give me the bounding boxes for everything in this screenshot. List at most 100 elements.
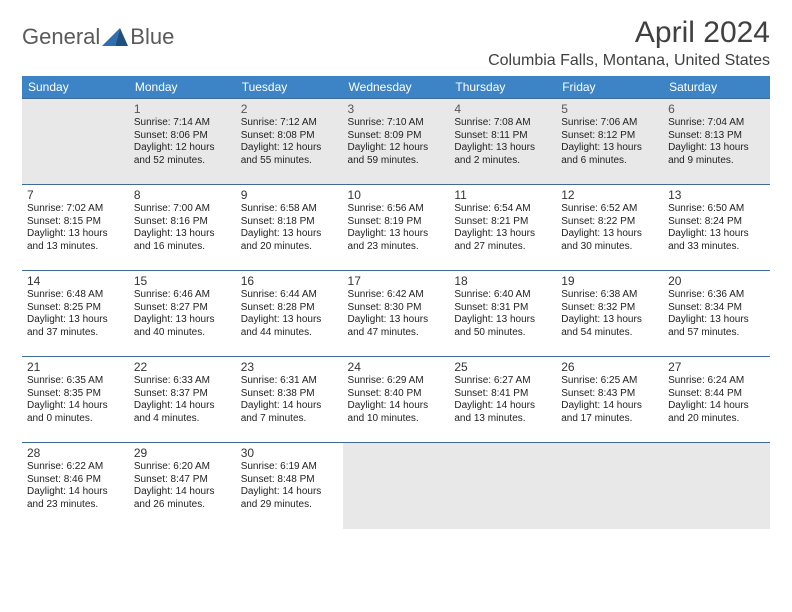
- calendar-cell: 18Sunrise: 6:40 AMSunset: 8:31 PMDayligh…: [449, 271, 556, 357]
- sunset-text: Sunset: 8:22 PM: [561, 216, 658, 229]
- daylight-text: Daylight: 14 hours and 17 minutes.: [561, 400, 658, 425]
- day-number: 1: [134, 102, 231, 116]
- daylight-text: Daylight: 14 hours and 10 minutes.: [348, 400, 445, 425]
- day-number: 29: [134, 446, 231, 460]
- sunset-text: Sunset: 8:25 PM: [27, 302, 124, 315]
- calendar-cell: 6Sunrise: 7:04 AMSunset: 8:13 PMDaylight…: [663, 99, 770, 185]
- sunrise-text: Sunrise: 6:35 AM: [27, 375, 124, 388]
- daylight-text: Daylight: 14 hours and 23 minutes.: [27, 486, 124, 511]
- sunset-text: Sunset: 8:30 PM: [348, 302, 445, 315]
- sunrise-text: Sunrise: 6:40 AM: [454, 289, 551, 302]
- daylight-text: Daylight: 13 hours and 27 minutes.: [454, 228, 551, 253]
- sunset-text: Sunset: 8:15 PM: [27, 216, 124, 229]
- weekday-header: Saturday: [663, 76, 770, 99]
- sunset-text: Sunset: 8:37 PM: [134, 388, 231, 401]
- day-details: Sunrise: 6:35 AMSunset: 8:35 PMDaylight:…: [27, 375, 124, 425]
- sunset-text: Sunset: 8:27 PM: [134, 302, 231, 315]
- day-number: 6: [668, 102, 765, 116]
- calendar-cell: 12Sunrise: 6:52 AMSunset: 8:22 PMDayligh…: [556, 185, 663, 271]
- weekday-header: Wednesday: [343, 76, 450, 99]
- daylight-text: Daylight: 13 hours and 30 minutes.: [561, 228, 658, 253]
- day-details: Sunrise: 6:42 AMSunset: 8:30 PMDaylight:…: [348, 289, 445, 339]
- sunrise-text: Sunrise: 6:24 AM: [668, 375, 765, 388]
- sunrise-text: Sunrise: 6:58 AM: [241, 203, 338, 216]
- day-details: Sunrise: 7:12 AMSunset: 8:08 PMDaylight:…: [241, 117, 338, 167]
- day-details: Sunrise: 6:24 AMSunset: 8:44 PMDaylight:…: [668, 375, 765, 425]
- calendar-cell: 9Sunrise: 6:58 AMSunset: 8:18 PMDaylight…: [236, 185, 343, 271]
- calendar-cell: 16Sunrise: 6:44 AMSunset: 8:28 PMDayligh…: [236, 271, 343, 357]
- calendar-cell: 26Sunrise: 6:25 AMSunset: 8:43 PMDayligh…: [556, 357, 663, 443]
- daylight-text: Daylight: 13 hours and 13 minutes.: [27, 228, 124, 253]
- daylight-text: Daylight: 13 hours and 57 minutes.: [668, 314, 765, 339]
- sunset-text: Sunset: 8:32 PM: [561, 302, 658, 315]
- sunset-text: Sunset: 8:12 PM: [561, 130, 658, 143]
- calendar-cell: 21Sunrise: 6:35 AMSunset: 8:35 PMDayligh…: [22, 357, 129, 443]
- day-details: Sunrise: 6:52 AMSunset: 8:22 PMDaylight:…: [561, 203, 658, 253]
- sunrise-text: Sunrise: 7:12 AM: [241, 117, 338, 130]
- calendar-cell: 29Sunrise: 6:20 AMSunset: 8:47 PMDayligh…: [129, 443, 236, 529]
- day-details: Sunrise: 6:54 AMSunset: 8:21 PMDaylight:…: [454, 203, 551, 253]
- calendar-cell: 1Sunrise: 7:14 AMSunset: 8:06 PMDaylight…: [129, 99, 236, 185]
- daylight-text: Daylight: 13 hours and 2 minutes.: [454, 142, 551, 167]
- calendar-cell: 3Sunrise: 7:10 AMSunset: 8:09 PMDaylight…: [343, 99, 450, 185]
- sunrise-text: Sunrise: 7:02 AM: [27, 203, 124, 216]
- sunrise-text: Sunrise: 6:33 AM: [134, 375, 231, 388]
- sunset-text: Sunset: 8:24 PM: [668, 216, 765, 229]
- day-number: 10: [348, 188, 445, 202]
- calendar-cell: 14Sunrise: 6:48 AMSunset: 8:25 PMDayligh…: [22, 271, 129, 357]
- day-details: Sunrise: 6:40 AMSunset: 8:31 PMDaylight:…: [454, 289, 551, 339]
- sunrise-text: Sunrise: 6:48 AM: [27, 289, 124, 302]
- sunset-text: Sunset: 8:31 PM: [454, 302, 551, 315]
- sunrise-text: Sunrise: 7:04 AM: [668, 117, 765, 130]
- daylight-text: Daylight: 14 hours and 4 minutes.: [134, 400, 231, 425]
- day-number: 19: [561, 274, 658, 288]
- day-details: Sunrise: 6:31 AMSunset: 8:38 PMDaylight:…: [241, 375, 338, 425]
- calendar-cell: 13Sunrise: 6:50 AMSunset: 8:24 PMDayligh…: [663, 185, 770, 271]
- daylight-text: Daylight: 13 hours and 40 minutes.: [134, 314, 231, 339]
- sunset-text: Sunset: 8:09 PM: [348, 130, 445, 143]
- day-details: Sunrise: 6:27 AMSunset: 8:41 PMDaylight:…: [454, 375, 551, 425]
- day-number: 14: [27, 274, 124, 288]
- day-number: 21: [27, 360, 124, 374]
- weekday-header: Friday: [556, 76, 663, 99]
- day-details: Sunrise: 7:10 AMSunset: 8:09 PMDaylight:…: [348, 117, 445, 167]
- calendar-cell: 25Sunrise: 6:27 AMSunset: 8:41 PMDayligh…: [449, 357, 556, 443]
- day-number: 5: [561, 102, 658, 116]
- sunrise-text: Sunrise: 6:19 AM: [241, 461, 338, 474]
- daylight-text: Daylight: 13 hours and 33 minutes.: [668, 228, 765, 253]
- day-number: 26: [561, 360, 658, 374]
- day-details: Sunrise: 7:08 AMSunset: 8:11 PMDaylight:…: [454, 117, 551, 167]
- weekday-header: Tuesday: [236, 76, 343, 99]
- weekday-header: Thursday: [449, 76, 556, 99]
- day-number: 16: [241, 274, 338, 288]
- brand-name-b: Blue: [130, 24, 174, 50]
- daylight-text: Daylight: 13 hours and 23 minutes.: [348, 228, 445, 253]
- sunrise-text: Sunrise: 6:54 AM: [454, 203, 551, 216]
- calendar-cell: 17Sunrise: 6:42 AMSunset: 8:30 PMDayligh…: [343, 271, 450, 357]
- calendar-cell: 2Sunrise: 7:12 AMSunset: 8:08 PMDaylight…: [236, 99, 343, 185]
- brand-logo: General Blue: [22, 16, 174, 50]
- day-number: 15: [134, 274, 231, 288]
- sunset-text: Sunset: 8:13 PM: [668, 130, 765, 143]
- day-details: Sunrise: 7:04 AMSunset: 8:13 PMDaylight:…: [668, 117, 765, 167]
- day-details: Sunrise: 6:19 AMSunset: 8:48 PMDaylight:…: [241, 461, 338, 511]
- sunset-text: Sunset: 8:18 PM: [241, 216, 338, 229]
- sunrise-text: Sunrise: 6:44 AM: [241, 289, 338, 302]
- calendar-cell: [22, 99, 129, 185]
- day-number: 2: [241, 102, 338, 116]
- sunrise-text: Sunrise: 6:31 AM: [241, 375, 338, 388]
- sunrise-text: Sunrise: 6:36 AM: [668, 289, 765, 302]
- daylight-text: Daylight: 14 hours and 26 minutes.: [134, 486, 231, 511]
- day-number: 28: [27, 446, 124, 460]
- day-number: 8: [134, 188, 231, 202]
- daylight-text: Daylight: 12 hours and 52 minutes.: [134, 142, 231, 167]
- sunset-text: Sunset: 8:38 PM: [241, 388, 338, 401]
- sunset-text: Sunset: 8:19 PM: [348, 216, 445, 229]
- day-number: 11: [454, 188, 551, 202]
- sunrise-text: Sunrise: 6:42 AM: [348, 289, 445, 302]
- calendar-cell: 7Sunrise: 7:02 AMSunset: 8:15 PMDaylight…: [22, 185, 129, 271]
- sunrise-text: Sunrise: 6:56 AM: [348, 203, 445, 216]
- daylight-text: Daylight: 13 hours and 37 minutes.: [27, 314, 124, 339]
- calendar-cell: 27Sunrise: 6:24 AMSunset: 8:44 PMDayligh…: [663, 357, 770, 443]
- sunrise-text: Sunrise: 6:50 AM: [668, 203, 765, 216]
